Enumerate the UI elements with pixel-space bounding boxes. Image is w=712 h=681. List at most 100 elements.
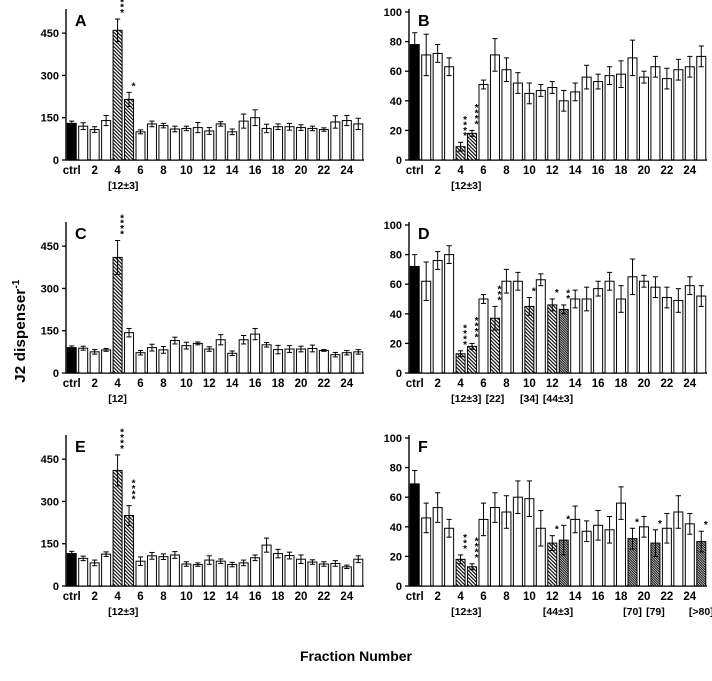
bar-13 <box>215 560 226 587</box>
fraction-annotation: [12±3] <box>451 180 481 192</box>
bar-15 <box>238 339 249 374</box>
x-tick-label: 24 <box>340 165 353 177</box>
x-tick-label: 10 <box>180 165 193 177</box>
bar-ctrl <box>409 44 420 161</box>
x-tick-label: 24 <box>340 378 353 390</box>
significance-star: * <box>475 109 479 120</box>
bar-3 <box>444 66 455 161</box>
significance-star: * <box>475 332 479 343</box>
significance-star: * <box>475 547 479 558</box>
y-tick-label: 100 <box>384 433 402 445</box>
x-tick-label: ctrl <box>406 378 424 390</box>
fraction-annotation: [12±3] <box>108 180 138 192</box>
x-tick-label: 4 <box>457 378 464 390</box>
bar-2 <box>89 562 100 587</box>
significance-star: * <box>120 439 124 450</box>
x-tick-label: 12 <box>203 378 216 390</box>
bar-11 <box>535 89 546 161</box>
significance-star: * <box>463 126 467 137</box>
bar-3 <box>101 120 112 161</box>
x-tick-label: 22 <box>317 165 330 177</box>
x-tick-label: ctrl <box>63 591 81 603</box>
bar-3 <box>101 349 112 374</box>
bar-22 <box>318 563 329 587</box>
bar-19 <box>284 126 295 161</box>
bar-9 <box>169 128 180 161</box>
bar-24 <box>341 566 352 587</box>
bar-ctrl <box>409 265 420 374</box>
bar-15 <box>238 562 249 587</box>
panel-letter: C <box>75 226 87 243</box>
bar-6 <box>135 352 146 374</box>
y-tick-label: 150 <box>41 326 59 338</box>
bar-5 <box>467 345 478 374</box>
x-tick-label: 22 <box>317 378 330 390</box>
bar-4 <box>112 469 123 587</box>
x-tick-label: 18 <box>272 165 285 177</box>
y-tick-label: 60 <box>390 66 402 78</box>
fraction-annotation: [12±3] <box>451 606 481 618</box>
bar-9 <box>512 280 523 374</box>
bar-5 <box>467 132 478 161</box>
y-tick-label: 450 <box>41 454 59 466</box>
fraction-annotation: [12] <box>108 393 127 405</box>
y-tick-label: 20 <box>390 125 402 137</box>
x-tick-label: 16 <box>592 591 605 603</box>
significance-star: * <box>475 103 479 114</box>
y-tick-label: 60 <box>390 492 402 504</box>
fraction-annotation: [79] <box>646 606 665 618</box>
bar-17 <box>604 75 615 161</box>
significance-star: * <box>463 131 467 142</box>
significance-star: * <box>532 287 536 298</box>
x-tick-label: 4 <box>457 591 464 603</box>
x-tick-label: 18 <box>272 591 285 603</box>
significance-star: * <box>132 81 136 92</box>
significance-star: * <box>475 542 479 553</box>
x-tick-label: 2 <box>91 378 97 390</box>
bar-2 <box>432 260 443 374</box>
x-tick-label: 18 <box>272 378 285 390</box>
x-tick-label: 2 <box>434 591 440 603</box>
x-tick-label: 16 <box>592 378 605 390</box>
x-tick-label: 18 <box>615 165 628 177</box>
x-tick-label: 10 <box>523 591 536 603</box>
bar-1 <box>78 347 89 374</box>
bar-14 <box>227 131 238 161</box>
bar-22 <box>318 349 329 374</box>
x-tick-label: 10 <box>180 378 193 390</box>
x-tick-label: 14 <box>226 378 239 390</box>
x-tick-label: 6 <box>137 165 143 177</box>
y-tick-label: 60 <box>390 279 402 291</box>
bar-18 <box>273 126 284 161</box>
significance-star: * <box>120 230 124 241</box>
bar-25 <box>696 55 707 161</box>
bar-23 <box>330 562 341 587</box>
significance-star: * <box>555 525 559 536</box>
y-tick-label: 0 <box>396 155 402 167</box>
significance-star: * <box>566 294 570 305</box>
bar-16 <box>250 557 261 587</box>
x-tick-label: 14 <box>569 591 582 603</box>
x-tick-label: 14 <box>226 165 239 177</box>
bar-11 <box>192 342 203 374</box>
x-tick-label: 4 <box>457 165 464 177</box>
bar-17 <box>261 344 272 374</box>
y-tick-label: 300 <box>41 70 59 82</box>
x-tick-label: 8 <box>160 591 167 603</box>
bar-ctrl <box>66 122 77 161</box>
bar-12 <box>204 130 215 161</box>
x-tick-label: 12 <box>546 378 559 390</box>
fraction-annotation: [44±3] <box>543 393 573 405</box>
bar-2 <box>89 129 100 161</box>
significance-star: * <box>120 8 124 19</box>
bar-6 <box>135 131 146 161</box>
x-tick-label: 6 <box>480 165 486 177</box>
x-tick-label: 20 <box>638 378 651 390</box>
bar-8 <box>501 280 512 374</box>
bar-16 <box>593 288 604 374</box>
bar-13 <box>215 123 226 161</box>
bar-9 <box>169 554 180 587</box>
